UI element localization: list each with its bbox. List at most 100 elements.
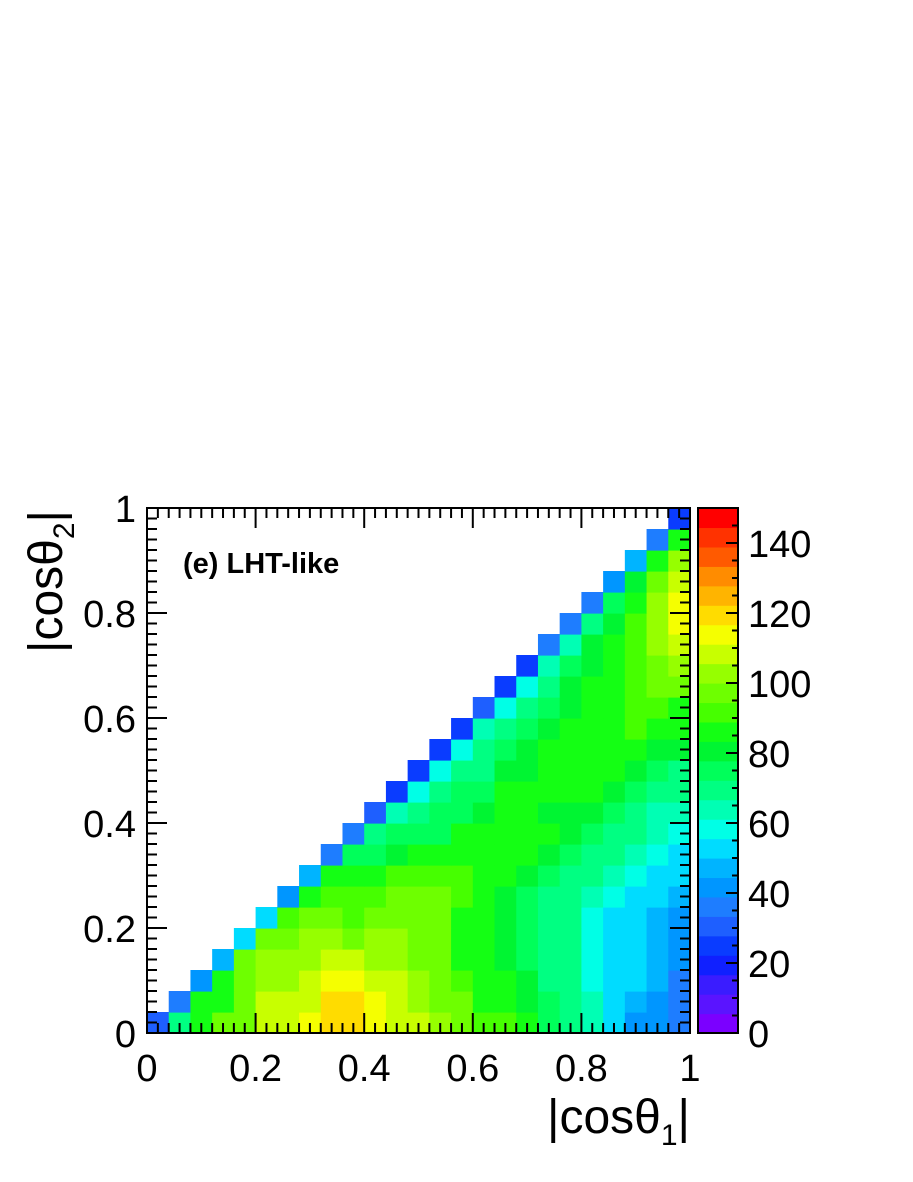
heatmap-cell: [603, 949, 626, 971]
heatmap-cell: [516, 802, 539, 824]
heatmap-cell: [472, 697, 496, 719]
colorbar-bin: [698, 877, 738, 898]
heatmap-cell: [581, 970, 604, 992]
heatmap-cell: [407, 760, 430, 782]
heatmap-cell: [668, 970, 691, 992]
heatmap-cell: [516, 739, 539, 761]
colorbar-bin: [698, 935, 738, 956]
colorbar-bin: [698, 624, 738, 645]
heatmap-cell: [603, 634, 626, 656]
colorbar-tick-label: 0: [748, 1014, 769, 1056]
heatmap-cell: [407, 802, 430, 824]
heatmap-cell: [603, 970, 626, 992]
heatmap-cell: [516, 676, 539, 698]
heatmap-cell: [624, 697, 648, 719]
heatmap-cell: [668, 613, 691, 635]
heatmap-cell: [320, 928, 344, 950]
heatmap-cell: [472, 991, 496, 1013]
heatmap-cell: [342, 949, 365, 971]
heatmap-cell: [320, 844, 344, 866]
heatmap-cell: [668, 802, 691, 824]
heatmap-cell: [559, 613, 582, 635]
heatmap-cell: [407, 886, 430, 908]
heatmap-cell: [320, 886, 344, 908]
heatmap-cell: [516, 991, 539, 1013]
heatmap-cell: [581, 634, 604, 656]
colorbar-bin: [698, 702, 738, 723]
heatmap-cell: [646, 865, 669, 887]
heatmap-cell: [581, 928, 604, 950]
heatmap-cell: [385, 928, 409, 950]
heatmap-cell: [581, 949, 604, 971]
heatmap-cell: [624, 634, 648, 656]
heatmap-cell: [233, 970, 257, 992]
heatmap-cell: [472, 928, 496, 950]
heatmap-cell: [212, 991, 235, 1013]
heatmap-cell: [364, 802, 387, 824]
x-axis-ticks: 0 0.2 0.4 0.6 0.8 1: [136, 508, 701, 1090]
heatmap-cell: [407, 928, 430, 950]
heatmap-cell: [559, 760, 582, 782]
heatmap-cell: [516, 949, 539, 971]
heatmap-cell: [559, 823, 582, 845]
colorbar-bin: [698, 780, 738, 801]
heatmap-cell: [581, 802, 604, 824]
heatmap-cell: [668, 529, 691, 551]
heatmap-cell: [581, 991, 604, 1013]
heatmap-cell: [233, 928, 257, 950]
heatmap-cell: [472, 865, 496, 887]
heatmap-cell: [581, 781, 604, 803]
heatmap-cell: [255, 949, 278, 971]
heatmap-cell: [494, 991, 517, 1013]
heatmap-cell: [494, 781, 517, 803]
heatmap-cell: [668, 865, 691, 887]
heatmap-cell: [516, 655, 539, 677]
heatmap-cell: [516, 970, 539, 992]
x-tick-label: 1: [679, 1048, 700, 1090]
heatmap-cell: [429, 907, 452, 929]
heatmap-cell: [168, 1012, 192, 1034]
heatmap-cell: [255, 1012, 278, 1034]
heatmap-cell: [624, 970, 648, 992]
heatmap-cell: [255, 970, 278, 992]
heatmap-cell: [603, 592, 626, 614]
heatmap-cell: [646, 907, 669, 929]
heatmap-cell: [559, 907, 582, 929]
y-tick-label: 0.8: [83, 594, 136, 636]
heatmap-cell: [646, 844, 669, 866]
heatmap-cell: [668, 655, 691, 677]
heatmap-cell: [516, 907, 539, 929]
heatmap-cell: [451, 781, 474, 803]
heatmap-cell: [385, 907, 409, 929]
heatmap-cell: [385, 886, 409, 908]
heatmap-cell: [603, 571, 626, 593]
heatmap-cell: [429, 844, 452, 866]
heatmap-cell: [212, 949, 235, 971]
heatmap-cell: [494, 886, 517, 908]
heatmap-cell: [559, 802, 582, 824]
heatmap-cell: [407, 970, 430, 992]
x-tick-label: 0: [136, 1048, 157, 1090]
heatmap-cell: [537, 907, 561, 929]
colorbar-bin: [698, 721, 738, 742]
heatmap-cell: [668, 886, 691, 908]
heatmap-cell: [646, 781, 669, 803]
heatmap-cell: [624, 949, 648, 971]
heatmap-cell: [342, 886, 365, 908]
heatmap-cell: [472, 970, 496, 992]
heatmap-cell: [603, 823, 626, 845]
heatmap-cell: [668, 739, 691, 761]
heatmap-cell: [537, 655, 561, 677]
colorbar-bin: [698, 819, 738, 840]
colorbar: [697, 507, 739, 1034]
plot-annotation: (e) LHT-like: [183, 548, 339, 580]
heatmap-cell: [646, 823, 669, 845]
heatmap-cell: [407, 907, 430, 929]
heatmap-cell: [299, 907, 322, 929]
heatmap-cell: [537, 634, 561, 656]
heatmap-cell: [364, 907, 387, 929]
heatmap-cell: [494, 928, 517, 950]
heatmap-cell: [581, 1012, 604, 1034]
colorbar-bin: [698, 683, 738, 704]
heatmap-cell: [277, 928, 300, 950]
